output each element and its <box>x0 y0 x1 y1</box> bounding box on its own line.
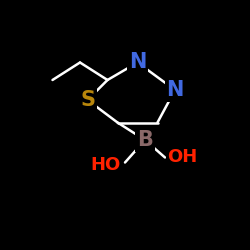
Text: N: N <box>166 80 184 100</box>
Text: HO: HO <box>90 156 120 174</box>
Text: N: N <box>129 52 146 72</box>
Text: B: B <box>137 130 153 150</box>
Text: S: S <box>80 90 95 110</box>
Text: OH: OH <box>168 148 198 166</box>
